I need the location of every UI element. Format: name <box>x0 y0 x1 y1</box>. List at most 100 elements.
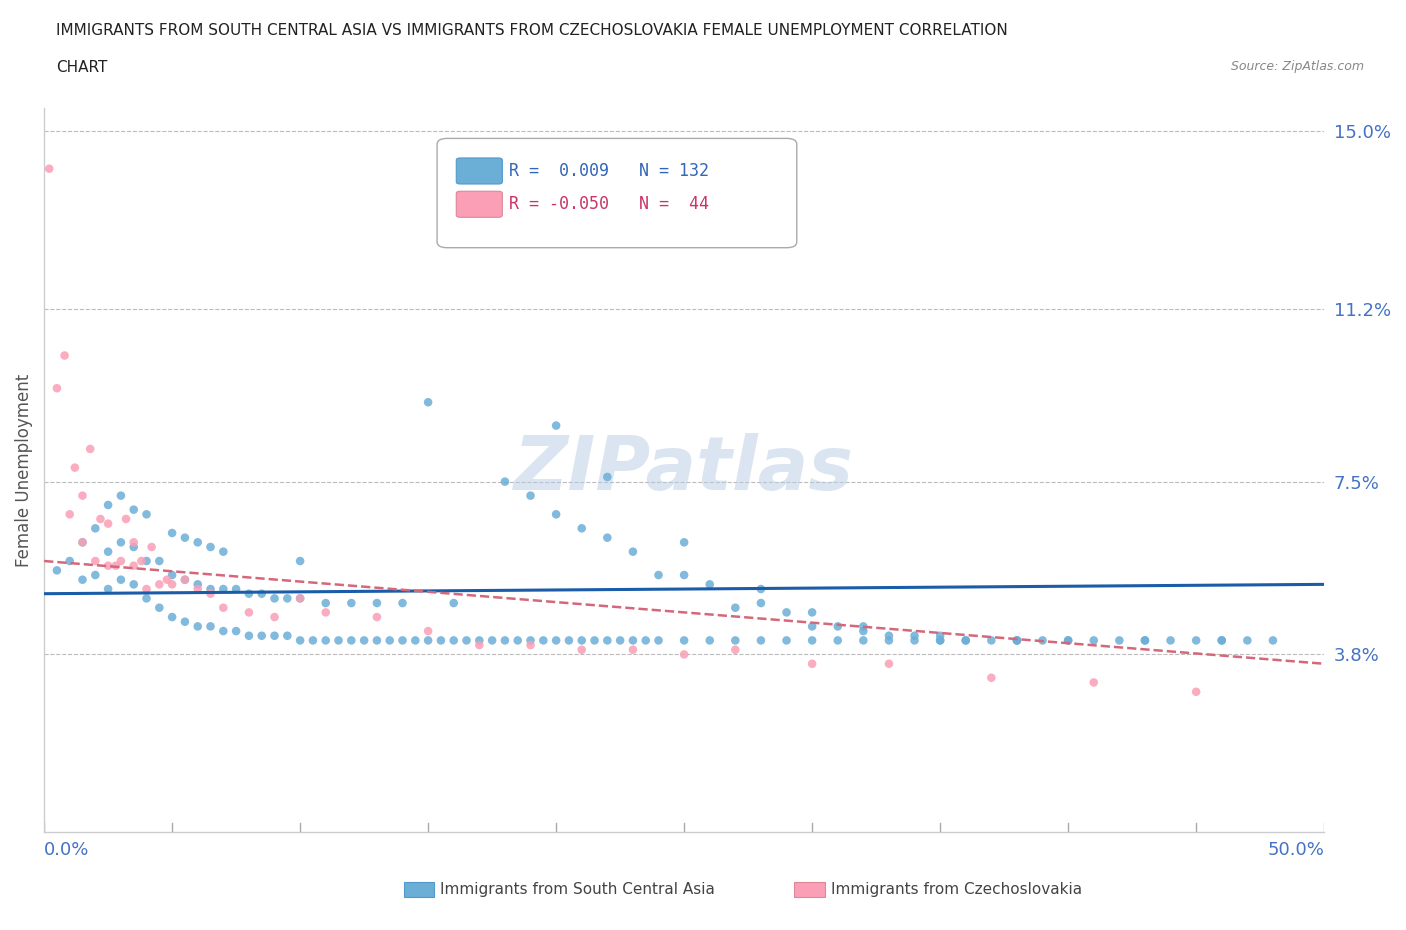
Point <box>97 516 120 531</box>
Point <box>929 633 952 648</box>
Point <box>212 581 235 596</box>
Text: Source: ZipAtlas.com: Source: ZipAtlas.com <box>1230 60 1364 73</box>
Point <box>122 558 145 573</box>
Point <box>1133 633 1156 648</box>
Point <box>110 535 132 550</box>
Point <box>571 521 593 536</box>
Point <box>775 604 797 619</box>
Point <box>1133 633 1156 648</box>
Text: Immigrants from Czechoslovakia: Immigrants from Czechoslovakia <box>831 882 1083 897</box>
Point <box>366 610 388 625</box>
Point <box>596 633 619 648</box>
Point <box>115 512 138 526</box>
Point <box>288 591 311 605</box>
Point <box>596 470 619 485</box>
Point <box>72 535 94 550</box>
Point <box>1083 633 1105 648</box>
Point <box>494 633 516 648</box>
Point <box>212 544 235 559</box>
Point <box>110 553 132 568</box>
FancyBboxPatch shape <box>457 192 502 218</box>
Point <box>276 629 298 644</box>
Point <box>135 591 157 605</box>
Point <box>263 591 285 605</box>
Point <box>852 619 875 634</box>
Point <box>53 348 76 363</box>
Point <box>174 615 197 630</box>
Point <box>38 161 60 176</box>
Point <box>1261 633 1284 648</box>
Point <box>929 633 952 648</box>
Point <box>200 581 222 596</box>
Point <box>1057 633 1080 648</box>
Point <box>955 633 977 648</box>
Point <box>519 638 541 653</box>
Point <box>852 624 875 639</box>
Point <box>72 535 94 550</box>
Bar <box>794 882 825 897</box>
Point <box>174 530 197 545</box>
Point <box>200 539 222 554</box>
Point <box>315 595 337 610</box>
Point <box>110 572 132 587</box>
Point <box>801 619 824 634</box>
Point <box>877 657 900 671</box>
FancyBboxPatch shape <box>457 158 502 184</box>
Point <box>1185 684 1208 699</box>
Point <box>148 600 170 615</box>
Point <box>160 525 183 540</box>
Point <box>174 572 197 587</box>
Point <box>340 595 363 610</box>
Point <box>531 633 554 648</box>
Point <box>980 671 1002 685</box>
Point <box>72 488 94 503</box>
Point <box>1236 633 1258 648</box>
Point <box>200 586 222 601</box>
Point <box>59 553 82 568</box>
Point <box>430 633 453 648</box>
Point <box>801 633 824 648</box>
Point <box>481 633 503 648</box>
Point <box>801 657 824 671</box>
Point <box>131 553 153 568</box>
Point <box>519 633 541 648</box>
Point <box>955 633 977 648</box>
Point <box>63 460 86 475</box>
Text: R = -0.050   N =  44: R = -0.050 N = 44 <box>509 195 709 213</box>
Point <box>156 572 179 587</box>
Point <box>328 633 350 648</box>
Point <box>366 633 388 648</box>
Point <box>609 633 631 648</box>
FancyBboxPatch shape <box>437 139 797 247</box>
Point <box>122 539 145 554</box>
Point <box>135 581 157 596</box>
Point <box>1005 633 1028 648</box>
Point <box>877 629 900 644</box>
Point <box>494 474 516 489</box>
Point <box>621 544 644 559</box>
Point <box>225 581 247 596</box>
Point <box>1083 675 1105 690</box>
Point <box>801 604 824 619</box>
Point <box>621 633 644 648</box>
Point <box>238 604 260 619</box>
Point <box>263 610 285 625</box>
Point <box>929 629 952 644</box>
Point <box>775 633 797 648</box>
Point <box>212 624 235 639</box>
Point <box>250 629 273 644</box>
Point <box>160 577 183 591</box>
Point <box>1185 633 1208 648</box>
Point <box>378 633 401 648</box>
Point <box>250 586 273 601</box>
Text: R =  0.009   N = 132: R = 0.009 N = 132 <box>509 162 709 180</box>
Point <box>546 507 568 522</box>
Point <box>104 558 127 573</box>
Point <box>571 643 593 658</box>
Point <box>89 512 111 526</box>
Point <box>724 643 747 658</box>
Point <box>174 572 197 587</box>
Point <box>1031 633 1053 648</box>
Point <box>72 572 94 587</box>
Point <box>97 544 120 559</box>
